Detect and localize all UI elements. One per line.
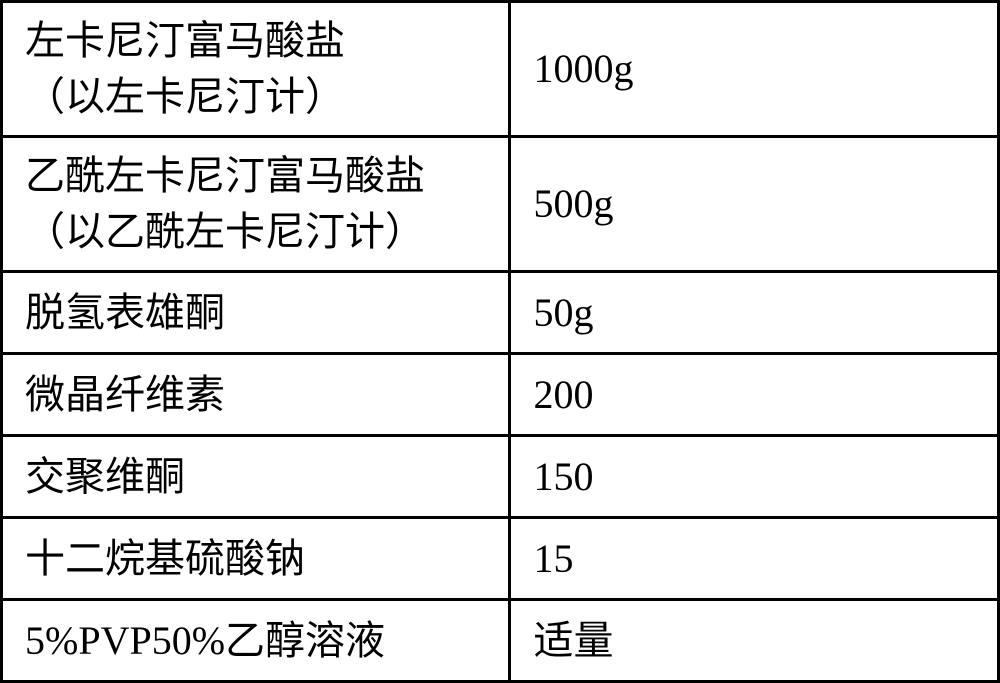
ingredients-table-container: 左卡尼汀富马酸盐（以左卡尼汀计）1000g乙酰左卡尼汀富马酸盐（以乙酰左卡尼汀计… bbox=[0, 0, 1000, 683]
table-row: 十二烷基硫酸钠15 bbox=[2, 518, 999, 600]
ingredient-name-cell: 左卡尼汀富马酸盐（以左卡尼汀计） bbox=[2, 2, 510, 137]
table-row: 左卡尼汀富马酸盐（以左卡尼汀计）1000g bbox=[2, 2, 999, 137]
ingredient-value-cell: 200 bbox=[510, 354, 999, 436]
ingredient-value-cell: 适量 bbox=[510, 600, 999, 682]
ingredient-value-cell: 50g bbox=[510, 272, 999, 354]
ingredient-name-cell: 乙酰左卡尼汀富马酸盐（以乙酰左卡尼汀计） bbox=[2, 137, 510, 272]
ingredient-value-cell: 150 bbox=[510, 436, 999, 518]
table-row: 乙酰左卡尼汀富马酸盐（以乙酰左卡尼汀计）500g bbox=[2, 137, 999, 272]
ingredient-name-cell: 5%PVP50%乙醇溶液 bbox=[2, 600, 510, 682]
table-row: 脱氢表雄酮50g bbox=[2, 272, 999, 354]
ingredient-name-cell: 交聚维酮 bbox=[2, 436, 510, 518]
ingredient-name-cell: 十二烷基硫酸钠 bbox=[2, 518, 510, 600]
table-row: 交聚维酮150 bbox=[2, 436, 999, 518]
table-row: 微晶纤维素200 bbox=[2, 354, 999, 436]
table-row: 5%PVP50%乙醇溶液适量 bbox=[2, 600, 999, 682]
ingredient-value-cell: 1000g bbox=[510, 2, 999, 137]
ingredient-value-cell: 15 bbox=[510, 518, 999, 600]
ingredient-value-cell: 500g bbox=[510, 137, 999, 272]
ingredients-table: 左卡尼汀富马酸盐（以左卡尼汀计）1000g乙酰左卡尼汀富马酸盐（以乙酰左卡尼汀计… bbox=[0, 0, 1000, 683]
ingredient-name-cell: 微晶纤维素 bbox=[2, 354, 510, 436]
ingredient-name-cell: 脱氢表雄酮 bbox=[2, 272, 510, 354]
